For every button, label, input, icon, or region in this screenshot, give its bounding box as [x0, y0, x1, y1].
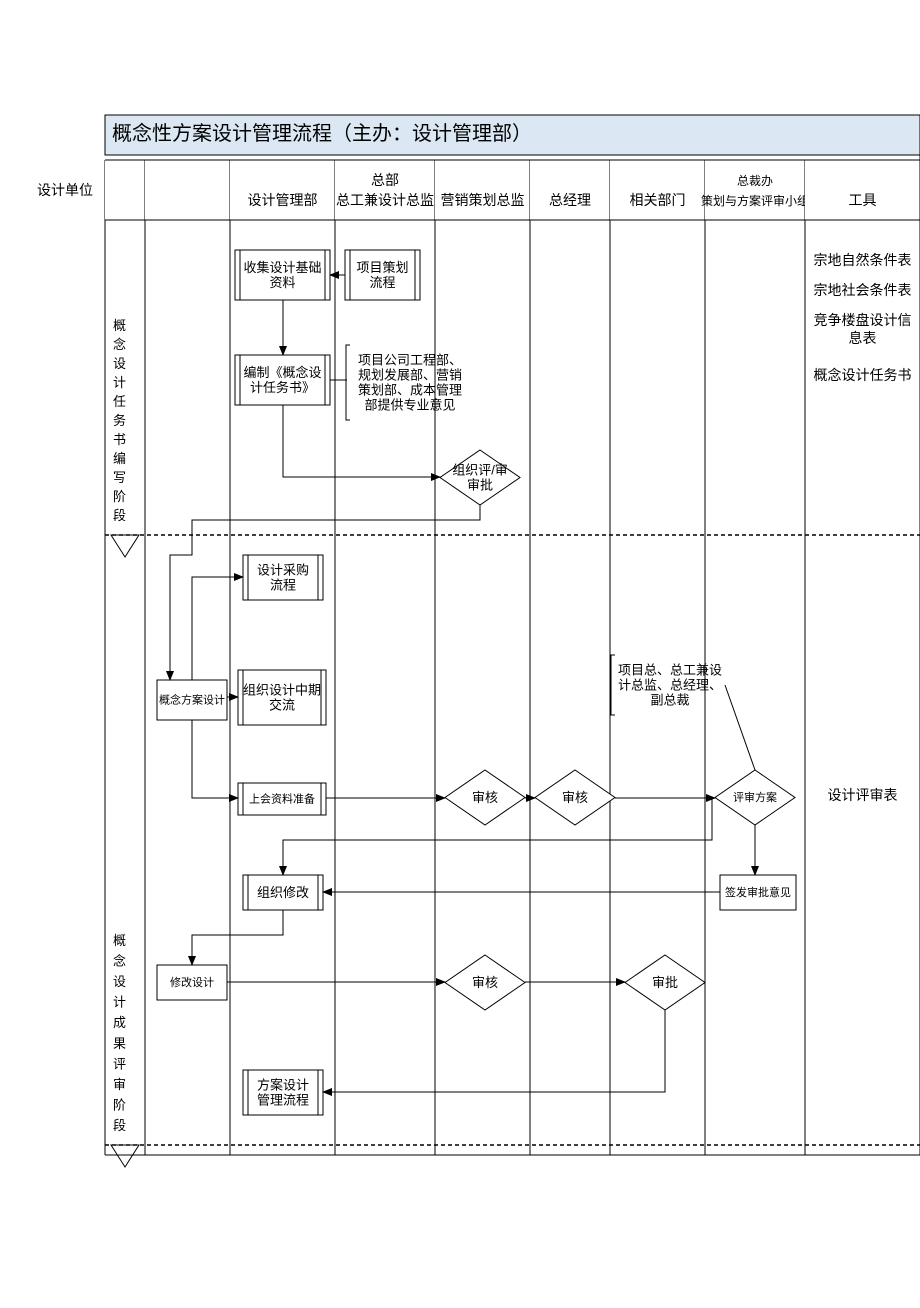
svg-text:副总裁: 副总裁 — [650, 693, 689, 708]
svg-text:竞争楼盘设计信: 竞争楼盘设计信 — [814, 312, 912, 328]
node-n1: 收集设计基础资料 — [235, 250, 330, 300]
svg-text:管理流程: 管理流程 — [257, 1093, 309, 1108]
node-d6: 审批 — [625, 955, 705, 1010]
svg-text:相关部门: 相关部门 — [630, 192, 686, 208]
svg-text:组织修改: 组织修改 — [257, 885, 309, 900]
svg-text:果: 果 — [113, 1036, 126, 1051]
node-n3t: 项目公司工程部、规划发展部、营销策划部、成本管理部提供专业意见 — [346, 345, 462, 420]
svg-text:概: 概 — [113, 318, 126, 333]
svg-text:审核: 审核 — [472, 975, 498, 990]
svg-text:交流: 交流 — [269, 698, 295, 713]
svg-text:收集设计基础: 收集设计基础 — [243, 260, 321, 275]
svg-text:计总监、总经理、: 计总监、总经理、 — [618, 678, 722, 693]
svg-text:项目公司工程部、: 项目公司工程部、 — [358, 353, 462, 368]
svg-text:宗地自然条件表: 宗地自然条件表 — [814, 252, 912, 268]
edge — [192, 720, 238, 798]
node-n9: 组织修改 — [243, 875, 323, 910]
edge — [725, 685, 755, 770]
svg-text:计: 计 — [113, 995, 126, 1010]
svg-text:设: 设 — [113, 974, 126, 989]
svg-text:务: 务 — [113, 413, 126, 428]
node-n11: 方案设计管理流程 — [243, 1070, 323, 1115]
svg-text:写: 写 — [113, 470, 126, 485]
svg-text:设计评审表: 设计评审表 — [828, 787, 898, 803]
svg-text:策划部、成本管理: 策划部、成本管理 — [358, 383, 462, 398]
phase-arrow-icon — [111, 535, 139, 557]
svg-text:计任务书》: 计任务书》 — [250, 380, 315, 395]
svg-text:设: 设 — [113, 356, 126, 371]
svg-text:成: 成 — [113, 1015, 126, 1030]
svg-text:上会资料准备: 上会资料准备 — [249, 792, 315, 806]
svg-text:组织设计中期: 组织设计中期 — [243, 683, 321, 698]
svg-text:宗地社会条件表: 宗地社会条件表 — [814, 282, 912, 298]
svg-text:流程: 流程 — [369, 275, 395, 290]
svg-text:部提供专业意见: 部提供专业意见 — [364, 398, 455, 413]
svg-text:编: 编 — [113, 451, 126, 466]
svg-text:概: 概 — [113, 933, 126, 948]
node-n8: 签发审批意见 — [720, 875, 796, 910]
edge — [323, 1010, 665, 1092]
svg-text:编制《概念设: 编制《概念设 — [243, 365, 321, 380]
flowchart-svg: 概念性方案设计管理流程（主办：设计管理部） 设计单位设计管理部 总部总工兼设计总监营… — [0, 0, 920, 1303]
svg-text:审: 审 — [113, 1077, 126, 1092]
svg-text:概念性方案设计管理流程（主办：设计管理部）: 概念性方案设计管理流程（主办：设计管理部） — [112, 121, 532, 145]
node-n6: 组织设计中期交流 — [238, 670, 326, 725]
node-d5: 审核 — [445, 955, 525, 1010]
svg-text:流程: 流程 — [270, 578, 296, 593]
svg-text:策划与方案评审小组: 策划与方案评审小组 — [701, 193, 809, 208]
svg-text:修改设计: 修改设计 — [170, 975, 214, 989]
svg-text:念: 念 — [113, 954, 126, 969]
svg-text:总部: 总部 — [371, 172, 399, 188]
svg-text:段: 段 — [113, 1118, 126, 1133]
svg-text:项目策划: 项目策划 — [356, 260, 408, 275]
svg-text:概念方案设计: 概念方案设计 — [159, 693, 225, 707]
node-n3: 编制《概念设计任务书》 — [235, 355, 330, 405]
svg-text:计: 计 — [113, 375, 126, 390]
node-n2: 项目策划流程 — [345, 250, 420, 300]
svg-text:总裁办: 总裁办 — [737, 173, 773, 188]
svg-text:设计单位: 设计单位 — [37, 182, 93, 198]
svg-text:阶: 阶 — [113, 1097, 126, 1112]
node-d1: 组织评/审审批 — [440, 450, 520, 505]
edge — [192, 910, 283, 965]
svg-text:设计管理部: 设计管理部 — [248, 192, 318, 208]
node-d4: 评审方案 — [715, 770, 795, 825]
svg-text:念: 念 — [113, 337, 126, 352]
svg-text:营销策划总监: 营销策划总监 — [441, 192, 525, 208]
svg-text:签发审批意见: 签发审批意见 — [725, 885, 791, 899]
edge — [283, 405, 440, 477]
flowchart-canvas: 概念性方案设计管理流程（主办：设计管理部） 设计单位设计管理部 总部总工兼设计总监营… — [0, 0, 920, 1303]
svg-text:评: 评 — [113, 1056, 126, 1071]
svg-text:息表: 息表 — [849, 330, 877, 346]
svg-text:设计采购: 设计采购 — [257, 563, 309, 578]
phase-arrow-icon — [111, 1145, 139, 1167]
svg-text:任: 任 — [113, 394, 126, 409]
svg-text:书: 书 — [113, 432, 126, 447]
node-d3: 审核 — [535, 770, 615, 825]
node-n10: 修改设计 — [157, 965, 227, 1000]
svg-text:评审方案: 评审方案 — [733, 790, 777, 804]
svg-text:概念设计任务书: 概念设计任务书 — [814, 367, 912, 383]
edge — [192, 577, 243, 680]
svg-text:总经理: 总经理 — [549, 192, 591, 208]
svg-text:审批: 审批 — [652, 975, 678, 990]
edge — [170, 505, 480, 680]
svg-text:审核: 审核 — [562, 790, 588, 805]
svg-text:阶: 阶 — [113, 489, 126, 504]
svg-text:项目总、总工兼设: 项目总、总工兼设 — [618, 663, 722, 678]
svg-text:审批: 审批 — [467, 478, 493, 493]
svg-text:审核: 审核 — [472, 790, 498, 805]
node-n4: 设计采购流程 — [243, 555, 323, 600]
node-n7: 上会资料准备 — [238, 783, 326, 815]
svg-text:工具: 工具 — [849, 192, 877, 208]
svg-text:组织评/审: 组织评/审 — [452, 463, 508, 478]
svg-text:规划发展部、营销: 规划发展部、营销 — [358, 368, 462, 383]
node-d2: 审核 — [445, 770, 525, 825]
svg-text:总工兼设计总监: 总工兼设计总监 — [336, 192, 434, 208]
svg-text:段: 段 — [113, 508, 126, 523]
svg-text:资料: 资料 — [269, 275, 295, 290]
node-n5: 概念方案设计 — [157, 680, 227, 720]
svg-text:方案设计: 方案设计 — [257, 1078, 309, 1093]
